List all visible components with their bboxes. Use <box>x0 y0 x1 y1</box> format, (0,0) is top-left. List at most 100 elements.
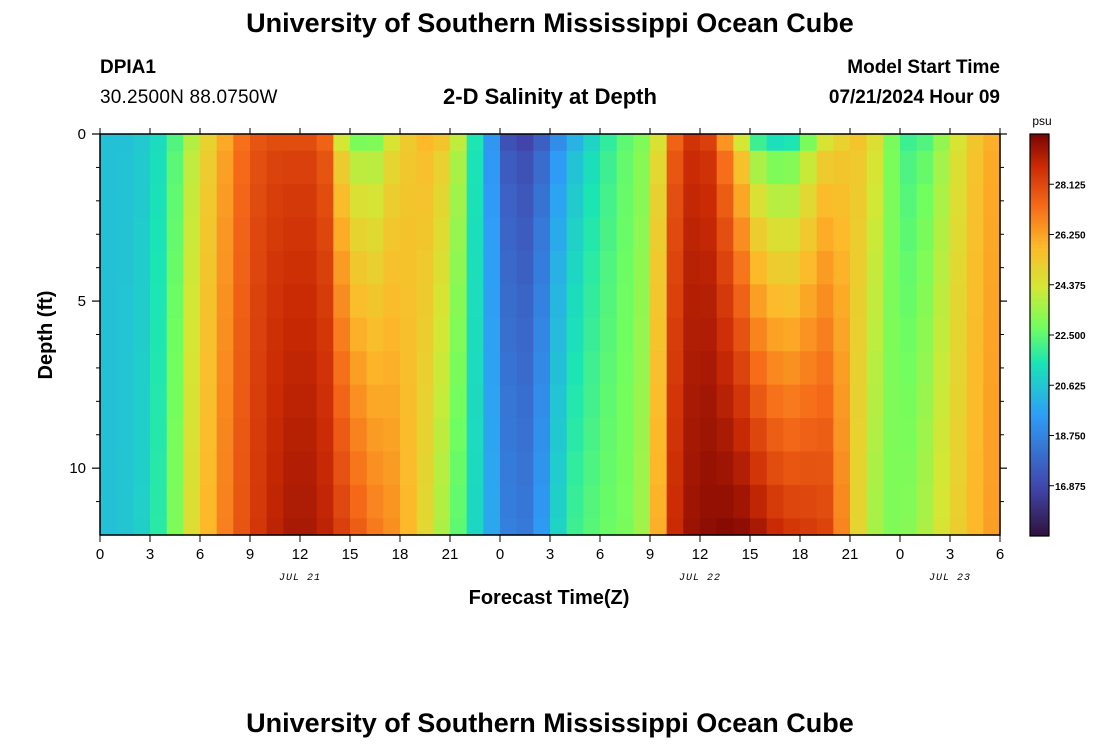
heatmap-cell <box>833 217 851 252</box>
heatmap-cell <box>416 418 434 453</box>
heatmap-cell <box>183 317 201 352</box>
heatmap-cell <box>966 217 984 252</box>
heatmap-cell <box>550 351 568 386</box>
heatmap-cell <box>800 351 818 386</box>
heatmap-cell <box>516 250 534 285</box>
heatmap-cell <box>933 184 951 219</box>
heatmap-cell <box>300 284 318 319</box>
heatmap-cell <box>316 518 334 536</box>
heatmap-cell <box>166 484 184 519</box>
heatmap-cell <box>566 250 584 285</box>
heatmap-cell <box>716 351 734 386</box>
heatmap-cell <box>300 250 318 285</box>
heatmap-cell <box>783 351 801 386</box>
heatmap-cell <box>916 217 934 252</box>
heatmap-cell <box>833 317 851 352</box>
heatmap-cell <box>766 184 784 219</box>
heatmap-cell <box>133 134 151 152</box>
heatmap-cell <box>233 518 251 536</box>
heatmap-cell <box>900 484 918 519</box>
heatmap-cell <box>766 250 784 285</box>
heatmap-cell <box>616 250 634 285</box>
heatmap-cell <box>866 317 884 352</box>
heatmap-cell <box>266 184 284 219</box>
heatmap-cell <box>183 351 201 386</box>
heatmap-cell <box>900 451 918 486</box>
heatmap-cell <box>416 518 434 536</box>
heatmap-cell <box>166 284 184 319</box>
heatmap-cell <box>333 351 351 386</box>
heatmap-cell <box>883 284 901 319</box>
heatmap-cell <box>416 217 434 252</box>
heatmap-cell <box>883 150 901 185</box>
heatmap-cell <box>966 384 984 419</box>
x-date-label: JUL 22 <box>679 573 721 584</box>
heatmap-cell <box>566 518 584 536</box>
heatmap-cell <box>500 134 518 152</box>
heatmap-cell <box>383 217 401 252</box>
heatmap-cell <box>616 184 634 219</box>
y-axis: 0 5 10 <box>69 126 1007 503</box>
heatmap-cell <box>883 184 901 219</box>
heatmap-cell <box>283 184 301 219</box>
heatmap-cell <box>366 418 384 453</box>
heatmap-cell <box>550 518 568 536</box>
heatmap-cell <box>250 384 268 419</box>
heatmap-cell <box>600 484 618 519</box>
heatmap-cell <box>183 384 201 419</box>
heatmap-cell <box>216 418 234 453</box>
heatmap-cell <box>850 351 868 386</box>
heatmap-cell <box>550 250 568 285</box>
heatmap-cell <box>133 184 151 219</box>
heatmap-cell <box>716 250 734 285</box>
heatmap-cell <box>366 384 384 419</box>
heatmap-cell <box>583 484 601 519</box>
heatmap-cell <box>700 484 718 519</box>
heatmap-cell <box>833 250 851 285</box>
heatmap-cell <box>383 418 401 453</box>
heatmap-cell <box>566 150 584 185</box>
x-axis-label: Forecast Time(Z) <box>469 587 630 609</box>
heatmap-cell <box>816 217 834 252</box>
heatmap-cell <box>900 384 918 419</box>
heatmap-cell <box>950 150 968 185</box>
heatmap-cell <box>116 250 134 285</box>
heatmap-cell <box>150 134 168 152</box>
heatmap-cell <box>683 484 701 519</box>
heatmap-cell <box>933 250 951 285</box>
heatmap-cell <box>583 150 601 185</box>
heatmap-cell <box>400 184 418 219</box>
heatmap-cell <box>366 351 384 386</box>
heatmap-cell <box>750 418 768 453</box>
heatmap-cell <box>333 284 351 319</box>
heatmap-cell <box>616 150 634 185</box>
x-tick-label: 21 <box>442 546 459 563</box>
heatmap-cell <box>916 384 934 419</box>
heatmap-cell <box>800 150 818 185</box>
heatmap-cell <box>266 418 284 453</box>
heatmap-cell <box>133 384 151 419</box>
heatmap-cell <box>250 351 268 386</box>
heatmap-cell <box>916 250 934 285</box>
heatmap-cell <box>900 418 918 453</box>
heatmap-cell <box>383 134 401 152</box>
heatmap-cell <box>166 250 184 285</box>
heatmap-cell <box>466 250 484 285</box>
heatmap-cell <box>750 284 768 319</box>
heatmap-cell <box>600 217 618 252</box>
heatmap-cell <box>266 134 284 152</box>
heatmap-cell <box>400 317 418 352</box>
heatmap-cell <box>533 184 551 219</box>
heatmap-cell <box>700 217 718 252</box>
heatmap-cell <box>483 484 501 519</box>
heatmap-cell <box>866 250 884 285</box>
heatmap-cell <box>483 351 501 386</box>
heatmap-cell <box>483 150 501 185</box>
x-tick-label: 21 <box>842 546 859 563</box>
heatmap-cell <box>800 317 818 352</box>
heatmap-cell <box>433 351 451 386</box>
heatmap-cell <box>233 317 251 352</box>
heatmap-cell <box>366 217 384 252</box>
heatmap-cell <box>633 384 651 419</box>
heatmap-cell <box>700 351 718 386</box>
